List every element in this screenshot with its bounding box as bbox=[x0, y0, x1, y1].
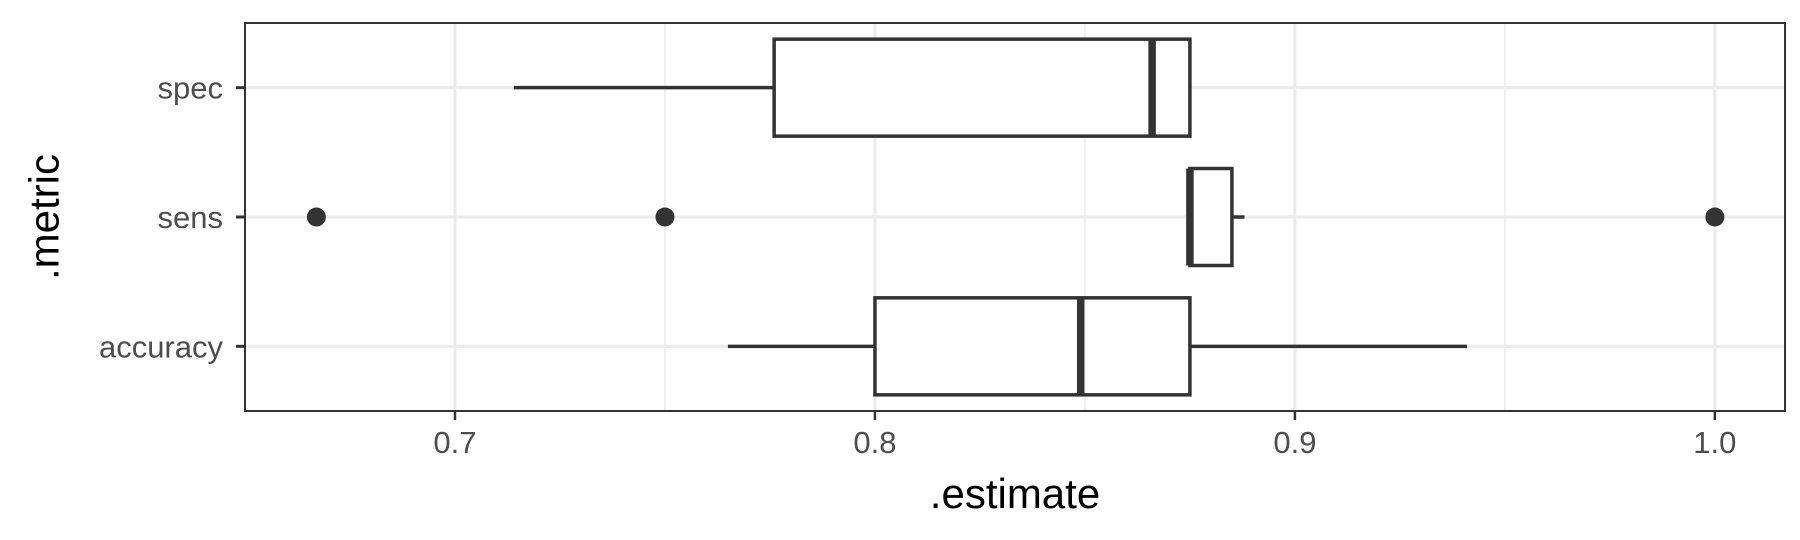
y-tick-label: spec bbox=[158, 71, 223, 106]
box-rect bbox=[772, 37, 1192, 138]
box-sens bbox=[306, 166, 1725, 268]
outlier-point bbox=[655, 207, 675, 227]
outlier-point bbox=[1705, 207, 1725, 227]
y-tick-label: accuracy bbox=[99, 329, 224, 364]
box-spec bbox=[513, 37, 1192, 138]
x-tick-label: 0.9 bbox=[1273, 425, 1316, 460]
x-tick-label: 0.7 bbox=[433, 425, 476, 460]
outlier-point bbox=[306, 207, 326, 227]
x-axis-title: .estimate bbox=[930, 470, 1100, 517]
x-tick-label: 0.8 bbox=[853, 425, 896, 460]
boxes bbox=[306, 37, 1725, 397]
box-accuracy bbox=[727, 296, 1468, 397]
y-axis-title: .metric bbox=[21, 154, 68, 280]
box-rect bbox=[873, 296, 1192, 397]
x-tick-label: 1.0 bbox=[1693, 425, 1736, 460]
box-rect bbox=[1188, 166, 1234, 268]
axes: 0.7 0.8 0.9 1.0 spec sens accuracy bbox=[99, 71, 1736, 460]
y-tick-label: sens bbox=[158, 200, 223, 235]
